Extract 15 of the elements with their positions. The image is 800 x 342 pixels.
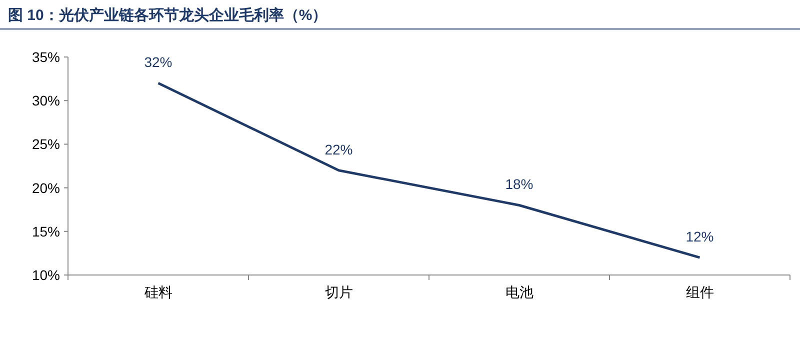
x-tick-label: 硅料	[143, 284, 172, 300]
y-tick-label: 15%	[32, 223, 60, 240]
x-tick-label: 电池	[505, 284, 534, 300]
data-label: 12%	[686, 228, 714, 245]
data-label: 32%	[144, 54, 172, 70]
y-tick-label: 25%	[32, 136, 60, 152]
y-tick-label: 35%	[32, 49, 60, 65]
chart-title: 图 10：光伏产业链各环节龙头企业毛利率（%）	[8, 6, 328, 24]
data-label: 18%	[505, 176, 534, 192]
x-tick-label: 切片	[324, 284, 353, 300]
y-tick-label: 20%	[32, 180, 60, 196]
y-tick-label: 10%	[32, 267, 60, 283]
y-tick-label: 30%	[32, 92, 60, 109]
data-label: 22%	[324, 141, 353, 158]
x-tick-label: 组件	[686, 284, 714, 300]
